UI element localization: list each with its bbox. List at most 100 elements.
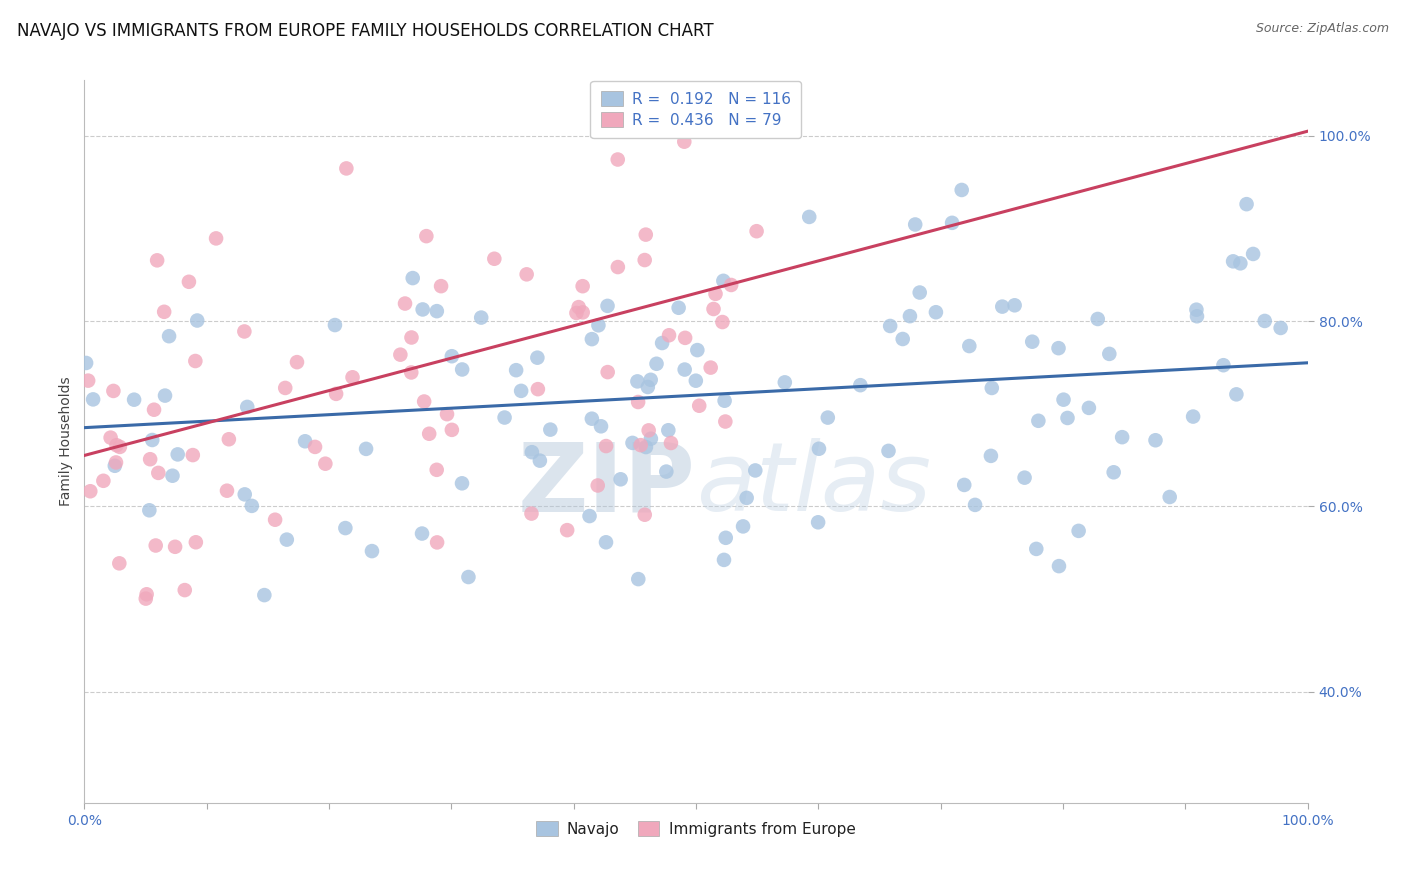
Point — [606, 260, 628, 274]
Point — [139, 452, 162, 467]
Point — [516, 268, 538, 282]
Point — [184, 535, 207, 549]
Point — [634, 440, 657, 454]
Point — [1241, 247, 1264, 261]
Point — [103, 384, 125, 398]
Point — [589, 419, 612, 434]
Point — [108, 557, 131, 571]
Point — [426, 535, 449, 549]
Point — [673, 135, 696, 149]
Point — [354, 442, 377, 456]
Point — [418, 426, 440, 441]
Point — [389, 348, 412, 362]
Point — [596, 299, 619, 313]
Point — [634, 253, 657, 268]
Point — [143, 402, 166, 417]
Point — [980, 449, 1002, 463]
Point — [494, 410, 516, 425]
Point — [807, 516, 830, 530]
Point — [1028, 414, 1050, 428]
Point — [908, 285, 931, 300]
Point — [655, 465, 678, 479]
Point — [520, 507, 543, 521]
Point — [1052, 392, 1074, 407]
Point — [713, 553, 735, 567]
Point — [79, 484, 101, 499]
Point — [877, 443, 900, 458]
Point — [505, 363, 527, 377]
Point — [529, 453, 551, 467]
Point — [714, 531, 737, 545]
Point — [1004, 298, 1026, 312]
Point — [581, 332, 603, 346]
Point — [436, 407, 458, 421]
Point — [744, 463, 766, 477]
Point — [1229, 256, 1251, 270]
Point — [394, 296, 416, 310]
Point — [510, 384, 533, 398]
Point — [484, 252, 506, 266]
Point — [609, 472, 631, 486]
Point — [953, 478, 976, 492]
Point — [711, 315, 734, 329]
Point — [240, 499, 263, 513]
Point — [1021, 334, 1043, 349]
Point — [93, 474, 115, 488]
Point — [233, 325, 256, 339]
Point — [925, 305, 948, 319]
Point — [253, 588, 276, 602]
Point — [276, 533, 298, 547]
Point — [1067, 524, 1090, 538]
Point — [634, 508, 657, 522]
Point — [898, 309, 921, 323]
Point — [1222, 254, 1244, 268]
Point — [104, 458, 127, 473]
Point — [568, 300, 591, 314]
Point — [849, 378, 872, 392]
Point — [596, 365, 619, 379]
Point — [1047, 341, 1070, 355]
Point — [1047, 559, 1070, 574]
Point — [401, 330, 423, 344]
Point — [75, 356, 97, 370]
Point — [165, 540, 187, 554]
Point — [314, 457, 336, 471]
Point — [148, 466, 170, 480]
Point — [980, 381, 1002, 395]
Point — [1185, 302, 1208, 317]
Point — [595, 535, 617, 549]
Point — [451, 476, 474, 491]
Point — [673, 362, 696, 376]
Point — [1087, 312, 1109, 326]
Point — [799, 210, 821, 224]
Point — [105, 438, 128, 452]
Point — [153, 305, 176, 319]
Point — [173, 583, 195, 598]
Point — [950, 183, 973, 197]
Point — [527, 382, 550, 396]
Point — [1111, 430, 1133, 444]
Point — [891, 332, 914, 346]
Point — [714, 415, 737, 429]
Legend: Navajo, Immigrants from Europe: Navajo, Immigrants from Europe — [527, 812, 865, 846]
Point — [122, 392, 145, 407]
Point — [181, 448, 204, 462]
Point — [688, 399, 710, 413]
Point — [141, 433, 163, 447]
Point — [135, 587, 157, 601]
Point — [817, 410, 839, 425]
Point — [108, 440, 131, 454]
Text: atlas: atlas — [696, 438, 931, 532]
Point — [411, 526, 433, 541]
Point — [323, 318, 346, 332]
Point — [1098, 347, 1121, 361]
Point — [413, 394, 436, 409]
Point — [657, 423, 679, 437]
Point — [685, 374, 707, 388]
Point — [520, 445, 543, 459]
Point — [659, 436, 682, 450]
Point — [879, 318, 901, 333]
Point — [673, 331, 696, 345]
Point — [720, 277, 742, 292]
Point — [578, 509, 600, 524]
